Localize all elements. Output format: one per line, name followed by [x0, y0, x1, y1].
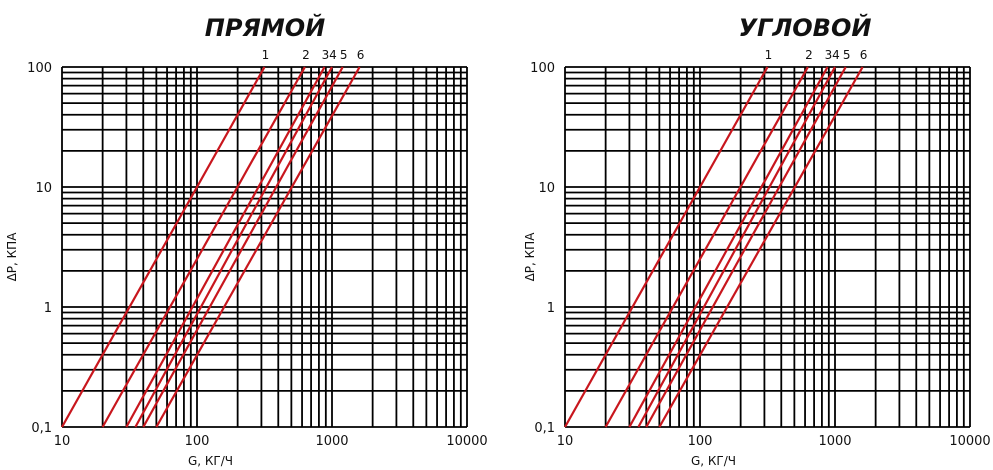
angle-x-axis-label: G, КГ/Ч: [691, 454, 736, 468]
series-line-2: [604, 66, 809, 428]
x-tick-label: 100: [185, 434, 210, 449]
x-tick-label: 10: [557, 434, 574, 449]
y-tick-label: 100: [530, 61, 555, 76]
series-line-2: [101, 66, 306, 428]
y-tick-label: 10: [35, 181, 52, 196]
x-tick-label: 1000: [818, 434, 851, 449]
y-tick-label: 1: [547, 301, 555, 316]
y-tick-label: 10: [538, 181, 555, 196]
series-label-2: 2: [302, 48, 310, 62]
y-tick-label: 0,1: [31, 421, 52, 436]
x-tick-label: 10: [54, 434, 71, 449]
y-tick-label: 1: [44, 301, 52, 316]
angle-chart-title: УГЛОВОЙ: [739, 13, 872, 42]
x-tick-label: 10000: [949, 434, 990, 449]
series-label-2: 2: [805, 48, 813, 62]
series-label-6: 6: [357, 48, 365, 62]
series-label-3: 3: [322, 48, 330, 62]
series-line-4: [637, 66, 836, 428]
series-line-1: [564, 66, 769, 428]
x-tick-label: 1000: [315, 434, 348, 449]
straight-grid: [61, 66, 468, 428]
straight-x-axis-label: G, КГ/Ч: [188, 454, 233, 468]
series-label-5: 5: [843, 48, 851, 62]
angle-y-axis-label: ΔP, КПА: [523, 232, 537, 282]
angle-chart: УГЛОВОЙ 0,1 1 10 100 10 100 1000 10000 G, КГ/Ч ΔP,…: [523, 13, 991, 468]
series-line-3: [125, 66, 326, 428]
straight-chart: ПРЯМОЙ 0,1 1 10 100 10 100 1000 10000 G, КГ/Ч ΔP, …: [5, 13, 488, 468]
x-tick-label: 100: [688, 434, 713, 449]
series-label-3: 3: [825, 48, 833, 62]
straight-chart-title: ПРЯМОЙ: [205, 13, 326, 42]
angle-grid: [564, 66, 971, 428]
series-label-1: 1: [765, 48, 773, 62]
series-line-1: [61, 66, 266, 428]
y-tick-label: 100: [27, 61, 52, 76]
series-line-4: [134, 66, 333, 428]
series-label-6: 6: [860, 48, 868, 62]
series-line-5: [645, 66, 847, 428]
series-label-4: 4: [832, 48, 840, 62]
series-label-5: 5: [340, 48, 348, 62]
series-line-6: [155, 66, 361, 428]
straight-y-axis-label: ΔP, КПА: [5, 232, 19, 282]
series-label-1: 1: [262, 48, 270, 62]
series-line-3: [628, 66, 829, 428]
series-line-6: [658, 66, 864, 428]
series-label-4: 4: [329, 48, 337, 62]
x-tick-label: 10000: [446, 434, 487, 449]
y-tick-label: 0,1: [534, 421, 555, 436]
series-line-5: [142, 66, 344, 428]
